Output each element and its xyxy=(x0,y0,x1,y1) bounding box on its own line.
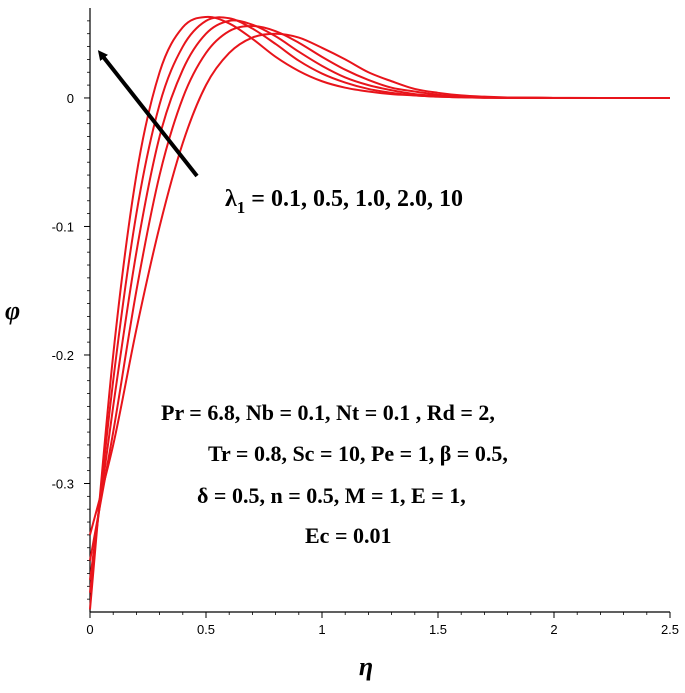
parameter-values: = 0.1, 0.5, 1.0, 2.0, 10 xyxy=(245,186,463,212)
parameter-subscript: 1 xyxy=(237,198,246,217)
series-line-5 xyxy=(89,32,671,536)
parameter-symbol: λ xyxy=(225,186,237,212)
param-line-2: Tr = 0.8, Sc = 10, Pe = 1, β = 0.5, xyxy=(208,441,508,466)
param-line-1: Pr = 6.8, Nb = 0.1, Nt = 0.1 , Rd = 2, xyxy=(161,400,495,425)
x-tick-label: 2.5 xyxy=(661,622,679,637)
x-tick-label: 1 xyxy=(318,622,325,637)
x-tick-label: 0.5 xyxy=(197,622,215,637)
y-tick-label: -0.1 xyxy=(52,219,74,234)
curves xyxy=(89,15,671,610)
y-tick-label: -0.2 xyxy=(52,348,74,363)
y-tick-label: -0.3 xyxy=(52,476,74,491)
param-line-4: Ec = 0.01 xyxy=(305,523,391,548)
y-tick-label: 0 xyxy=(67,91,74,106)
x-tick-label: 2 xyxy=(550,622,557,637)
parameter-arrow xyxy=(97,50,199,178)
x-tick-label: 0 xyxy=(86,622,93,637)
series-line-4 xyxy=(89,24,670,561)
parameter-label: λ1 = 0.1, 0.5, 1.0, 2.0, 10 xyxy=(225,186,463,217)
x-tick-label: 1.5 xyxy=(429,622,447,637)
x-axis-title: η xyxy=(359,652,373,681)
series-line-1 xyxy=(89,15,670,610)
param-line-3: δ = 0.5, n = 0.5, M = 1, E = 1, xyxy=(197,483,466,508)
y-axis-title: φ xyxy=(5,296,20,325)
axes: 0 0.5 1 1.5 2 2.5 -0.3 -0.2 -0.1 0 xyxy=(52,8,679,637)
